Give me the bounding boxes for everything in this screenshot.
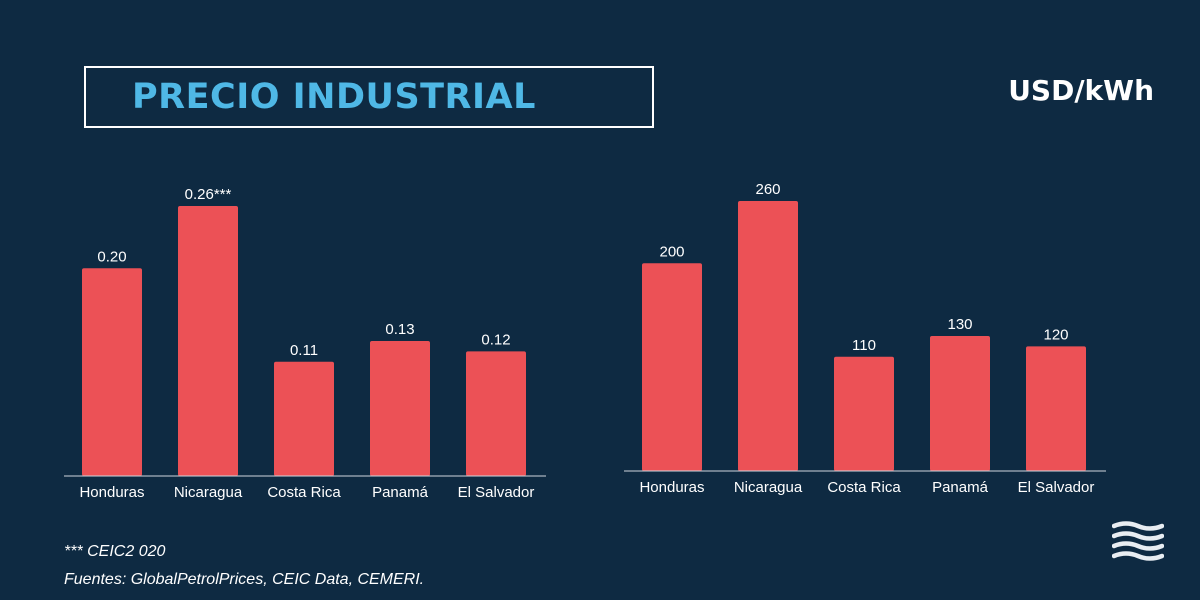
- data-label-0: 200: [659, 243, 684, 260]
- data-label-3: 0.13: [385, 321, 414, 338]
- category-label-3: Panamá: [932, 479, 989, 496]
- category-label-0: Honduras: [79, 484, 144, 501]
- data-label-4: 0.12: [481, 331, 510, 348]
- bar-4: [466, 351, 526, 476]
- bar-2: [834, 356, 894, 471]
- footnote: *** CEIC2 020: [64, 543, 166, 560]
- chart-title: PRECIO INDUSTRIAL: [132, 77, 536, 117]
- data-label-2: 110: [852, 337, 876, 354]
- bar-chart-right-svg: 200 Honduras 260 Nicaragua 110 Costa Rica 130 P…: [624, 181, 1106, 496]
- data-label-4: 120: [1043, 326, 1068, 343]
- category-label-2: Costa Rica: [827, 479, 901, 496]
- bar-chart-left: 0.20 Honduras 0.26*** Nicaragua 0.11 Costa Ri…: [64, 178, 546, 508]
- bar-4: [1026, 346, 1086, 471]
- category-label-1: Nicaragua: [174, 484, 243, 501]
- sources: Fuentes: GlobalPetrolPrices, CEIC Data, …: [64, 571, 425, 588]
- bar-3: [370, 341, 430, 476]
- waves-icon: [1111, 520, 1165, 567]
- category-label-2: Costa Rica: [267, 484, 341, 501]
- bar-0: [642, 263, 702, 471]
- data-label-0: 0.20: [97, 248, 126, 265]
- notes: *** CEIC2 020 Fuentes: GlobalPetrolPrice…: [64, 538, 424, 594]
- category-label-3: Panamá: [372, 484, 429, 501]
- bar-3: [930, 336, 990, 471]
- bar-2: [274, 361, 334, 476]
- bar-chart-left-svg: 0.20 Honduras 0.26*** Nicaragua 0.11 Costa Ri…: [64, 186, 546, 501]
- data-label-3: 130: [947, 316, 972, 333]
- category-label-4: El Salvador: [1018, 479, 1095, 496]
- category-label-0: Honduras: [639, 479, 704, 496]
- title-box: PRECIO INDUSTRIAL: [84, 66, 654, 128]
- data-label-1: 260: [755, 181, 780, 198]
- category-label-1: Nicaragua: [734, 479, 803, 496]
- bar-1: [738, 201, 798, 471]
- data-label-1: 0.26***: [185, 186, 232, 203]
- bar-0: [82, 268, 142, 476]
- bar-chart-right: 200 Honduras 260 Nicaragua 110 Costa Rica 130 P…: [624, 173, 1106, 503]
- bar-1: [178, 206, 238, 476]
- data-label-2: 0.11: [290, 342, 318, 359]
- unit-label: USD/kWh: [1008, 74, 1154, 107]
- category-label-4: El Salvador: [458, 484, 535, 501]
